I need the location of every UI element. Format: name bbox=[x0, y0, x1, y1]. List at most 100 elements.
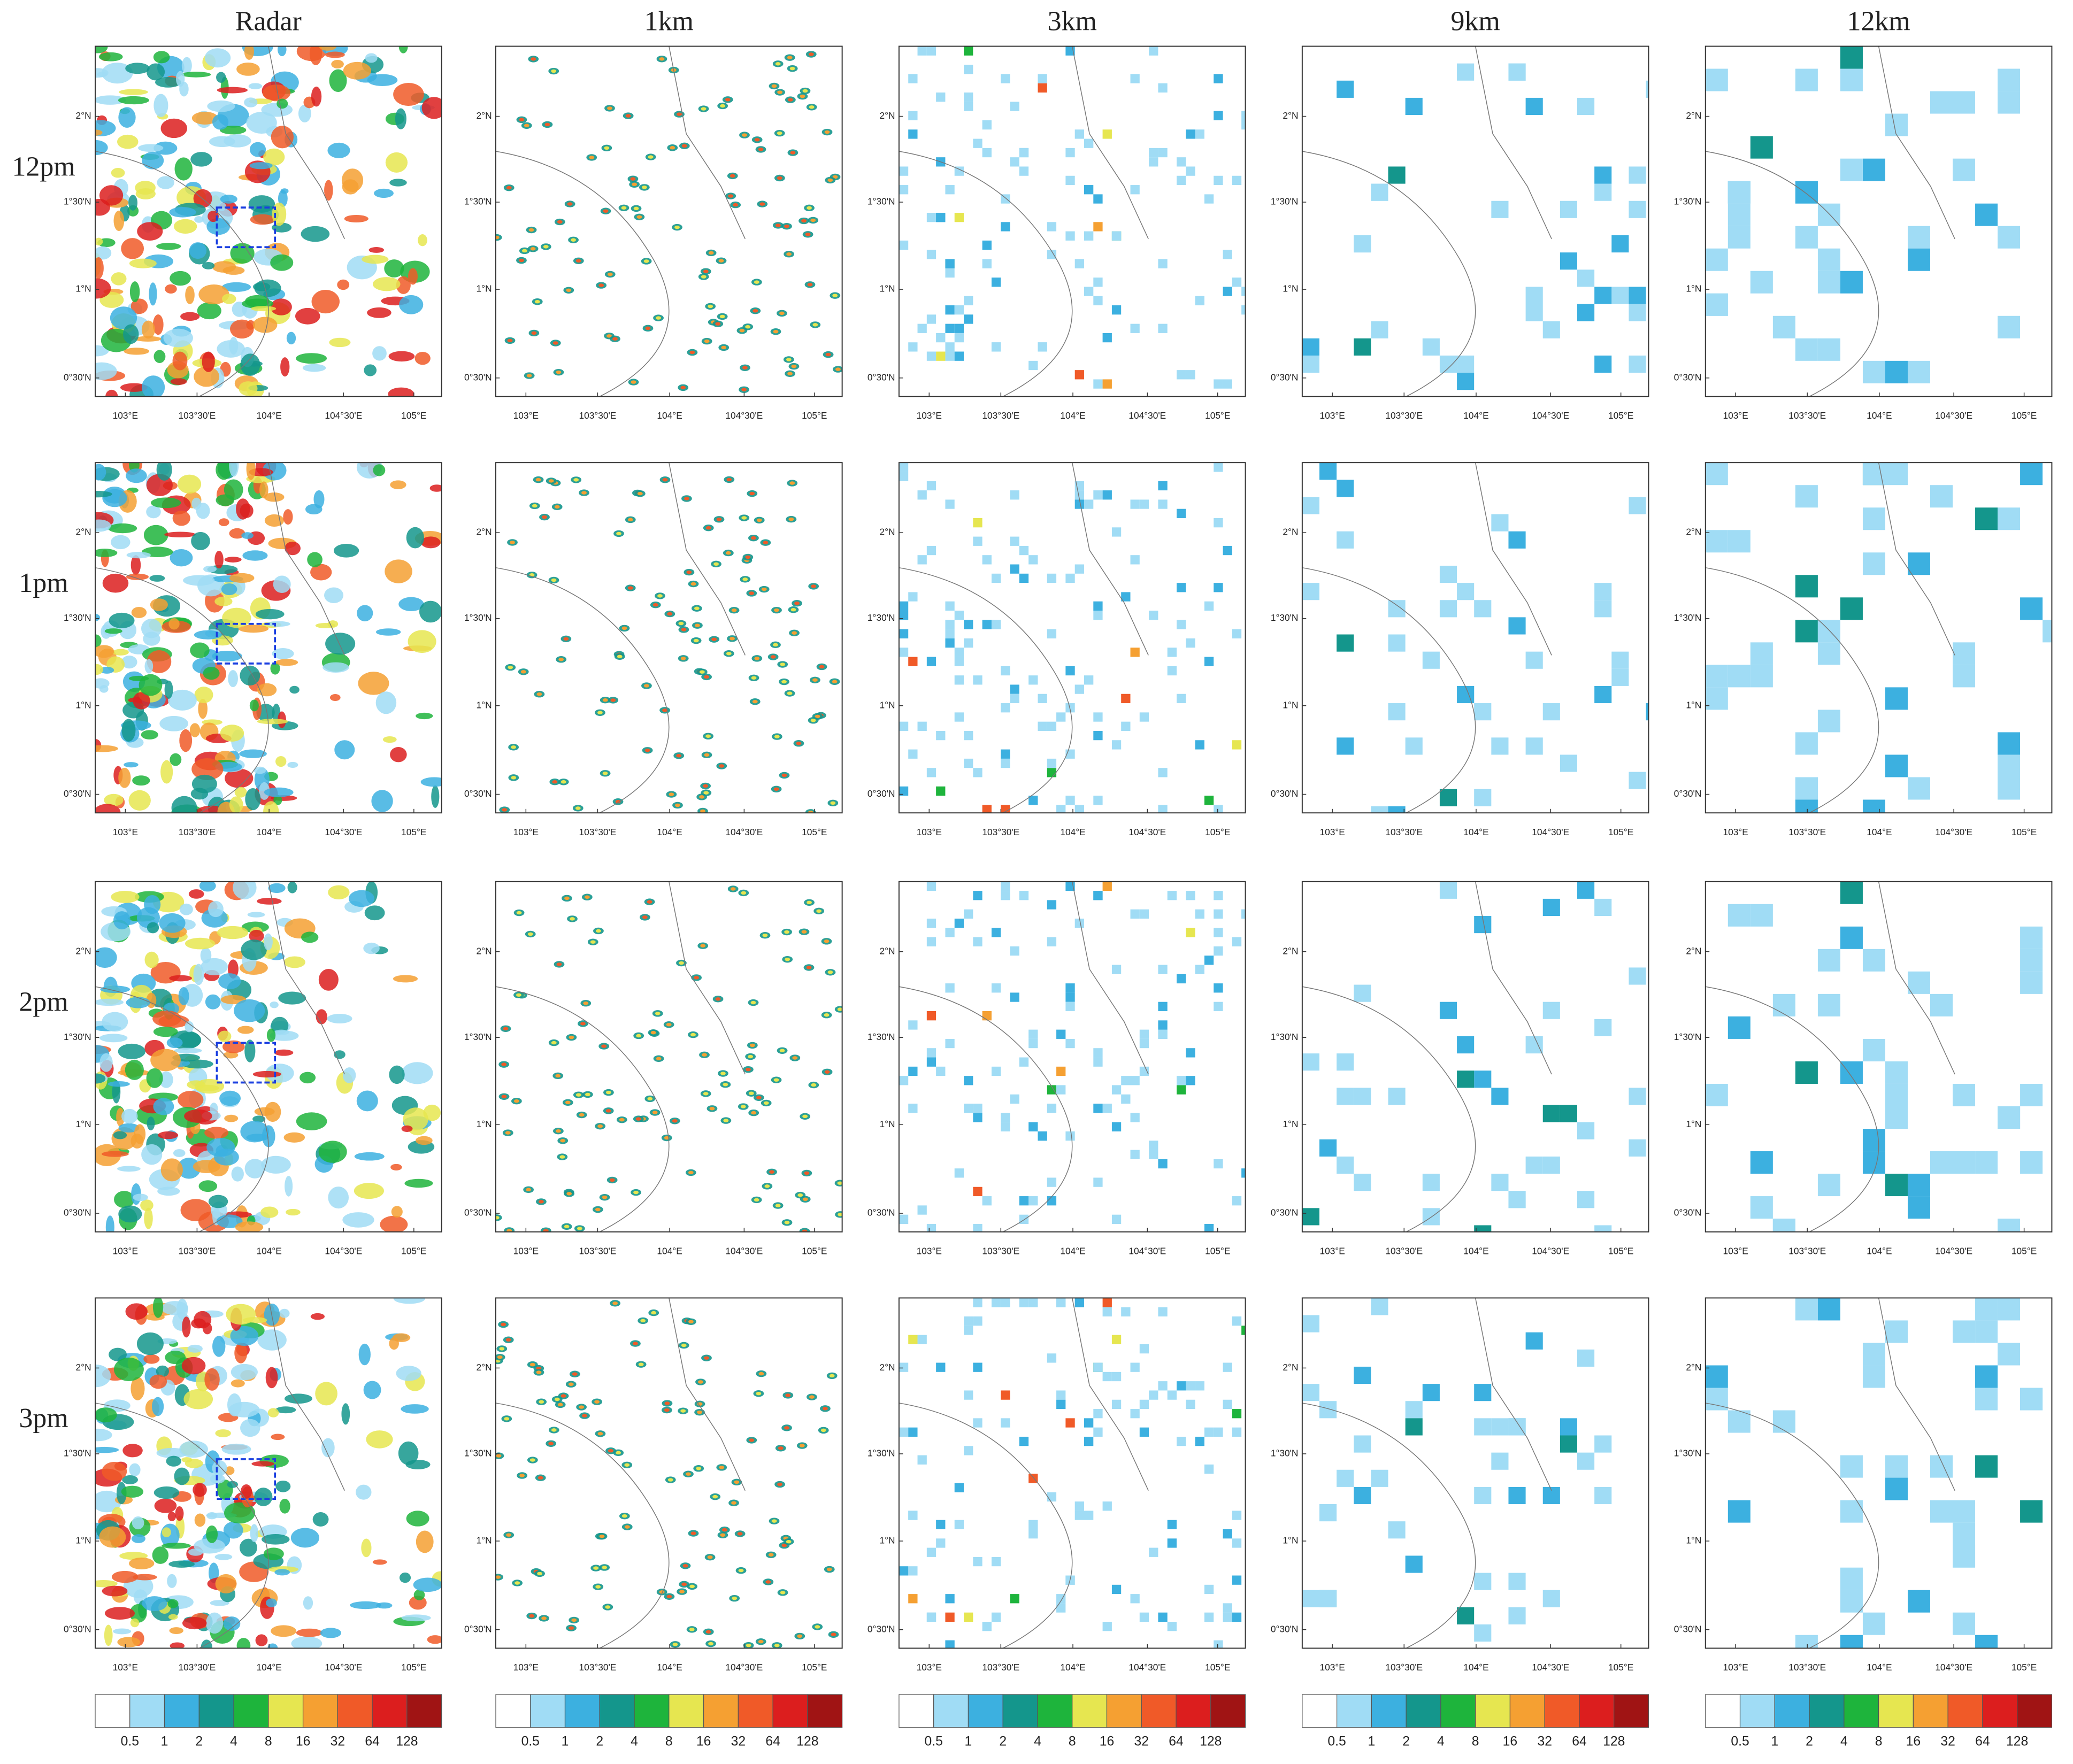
grid-cell bbox=[945, 620, 955, 629]
model-cell-core bbox=[543, 245, 549, 249]
radar-echo bbox=[271, 1625, 296, 1637]
x-tick-label: 103°E bbox=[113, 1662, 138, 1673]
colorbar-box bbox=[1509, 1694, 1545, 1728]
model-cell-core bbox=[496, 1454, 502, 1458]
radar-echo bbox=[401, 1404, 429, 1414]
radar-echo bbox=[174, 157, 193, 181]
radar-echo bbox=[324, 587, 344, 604]
y-tick-label: 0°30'N bbox=[64, 788, 91, 799]
grid-cell bbox=[1953, 1545, 1976, 1568]
grid-cell bbox=[899, 1076, 909, 1085]
model-cell-core bbox=[835, 367, 841, 371]
model-cell-core bbox=[789, 66, 795, 71]
grid-cell bbox=[1885, 1320, 1908, 1343]
grid-cell bbox=[1177, 694, 1186, 704]
colorbar: 0.5 1 2 4 8 16 32 64 128 bbox=[95, 1694, 442, 1748]
radar-echo bbox=[287, 761, 298, 768]
grid-cell bbox=[1795, 68, 1818, 91]
radar-echo bbox=[95, 1446, 119, 1453]
colorbar-label: 4 bbox=[1840, 1734, 1848, 1748]
grid-cell bbox=[991, 983, 1001, 993]
model-cell-core bbox=[787, 56, 793, 59]
model-cell-core bbox=[762, 933, 768, 937]
radar-echo bbox=[224, 1114, 239, 1122]
grid-cell bbox=[2020, 1500, 2043, 1523]
grid-cell bbox=[1371, 183, 1388, 201]
radar-echo bbox=[246, 463, 256, 480]
colorbar-box bbox=[1705, 1694, 1741, 1728]
radar-echo bbox=[388, 351, 415, 362]
grid-cell bbox=[964, 1104, 973, 1113]
x-tick-label: 105°E bbox=[401, 1245, 426, 1256]
grid-cell bbox=[1204, 956, 1214, 965]
radar-echo bbox=[408, 268, 418, 285]
grid-cell bbox=[1093, 611, 1103, 620]
grid-cell bbox=[1093, 1362, 1103, 1372]
grid-cell bbox=[899, 1214, 909, 1224]
model-cell-core bbox=[551, 1041, 557, 1045]
grid-cell bbox=[1885, 1477, 1908, 1500]
radar-echo bbox=[126, 551, 151, 559]
model-cell-core bbox=[690, 1033, 696, 1037]
model-cell-core bbox=[511, 745, 517, 749]
model-cell-core bbox=[678, 621, 684, 626]
radar-echo bbox=[167, 1599, 179, 1608]
radar-echo bbox=[204, 1127, 229, 1139]
panel-frame bbox=[495, 462, 843, 814]
grid-cell bbox=[1232, 629, 1242, 638]
radar-echo bbox=[129, 258, 157, 268]
model-cell-core bbox=[605, 1109, 611, 1113]
grid-cell bbox=[1907, 777, 1931, 800]
grid-cell bbox=[1028, 1196, 1038, 1206]
colorbar-box bbox=[1982, 1694, 2018, 1728]
grid-cell bbox=[1074, 490, 1084, 500]
model-cell-core bbox=[519, 258, 524, 263]
model-cell-core bbox=[695, 623, 700, 627]
radar-echo bbox=[158, 1131, 179, 1139]
panel-frame bbox=[495, 881, 843, 1233]
grid-cell bbox=[1065, 703, 1075, 713]
colorbar-label: 0.5 bbox=[1731, 1734, 1749, 1748]
model-cell-core bbox=[721, 345, 727, 350]
model-cell-core bbox=[521, 249, 527, 253]
model-cell-core bbox=[801, 930, 807, 934]
grid-cell bbox=[1727, 203, 1750, 226]
panel-field bbox=[1302, 1298, 1649, 1649]
model-cell-core bbox=[703, 1092, 709, 1096]
radar-echo bbox=[199, 881, 216, 892]
grid-cell bbox=[1232, 175, 1242, 186]
model-cell-core bbox=[506, 186, 512, 190]
grid-cell bbox=[1010, 490, 1019, 500]
x-tick-label: 104°30'E bbox=[1128, 1662, 1166, 1673]
study-box bbox=[216, 622, 277, 665]
radar-echo bbox=[286, 1208, 301, 1216]
model-cell-core bbox=[752, 699, 758, 704]
model-cell-core bbox=[651, 1311, 657, 1315]
model-cell-core bbox=[650, 1030, 656, 1035]
grid-cell bbox=[1232, 937, 1242, 946]
model-cell-core bbox=[832, 680, 838, 683]
grid-cell bbox=[926, 1057, 936, 1067]
grid-cell bbox=[1439, 355, 1457, 373]
panel-field bbox=[1302, 463, 1649, 813]
radar-echo bbox=[147, 1116, 155, 1131]
x-tick-label: 105°E bbox=[1608, 827, 1633, 837]
x-tick-label: 105°E bbox=[802, 410, 827, 421]
radar-echo bbox=[230, 319, 254, 339]
radar-echo bbox=[396, 1366, 421, 1381]
radar-echo bbox=[262, 84, 291, 102]
grid-cell bbox=[1560, 754, 1578, 772]
grid-cell bbox=[1439, 789, 1457, 806]
grid-cell bbox=[1010, 536, 1019, 546]
radar-echo bbox=[224, 1502, 256, 1524]
grid-cell bbox=[1186, 638, 1195, 648]
grid-cell bbox=[1019, 1057, 1029, 1067]
radar-echo bbox=[221, 294, 236, 304]
radar-echo bbox=[328, 885, 350, 899]
model-cell-core bbox=[826, 1567, 832, 1572]
x-tick-label: 103°E bbox=[113, 410, 138, 421]
grid-cell bbox=[991, 278, 1001, 287]
grid-cell bbox=[1149, 611, 1158, 620]
radar-echo bbox=[421, 97, 442, 119]
radar-echo bbox=[275, 659, 298, 666]
